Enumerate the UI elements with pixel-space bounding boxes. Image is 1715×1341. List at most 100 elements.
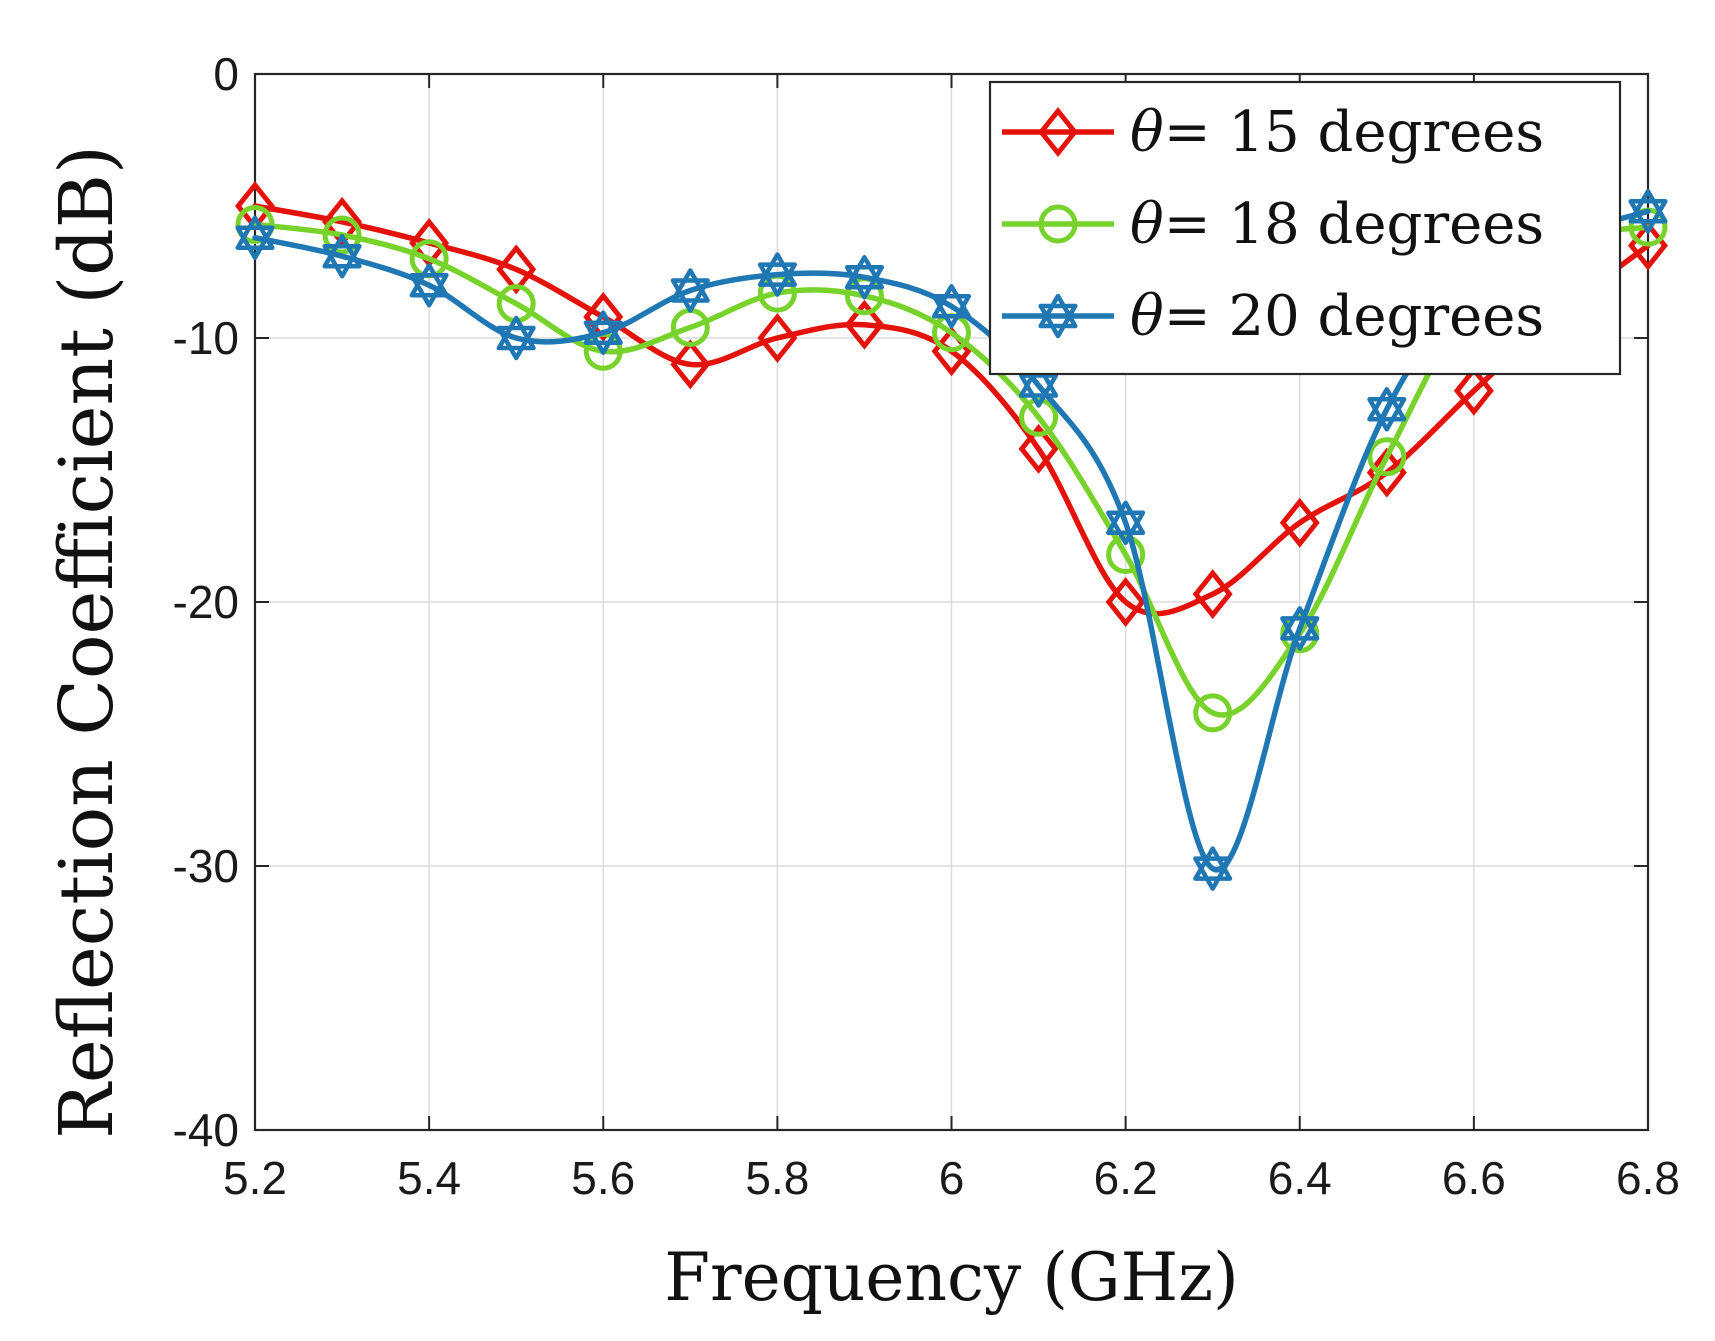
- data-point-tri-down: [235, 225, 275, 260]
- data-point: [1192, 569, 1233, 620]
- y-tick-label: -10: [173, 312, 239, 364]
- data-point: [1019, 397, 1059, 437]
- data-point: [1193, 846, 1233, 891]
- legend-item: θ= 20 degrees: [1002, 284, 1544, 349]
- data-point: [1453, 365, 1494, 416]
- data-point-tri-up: [1018, 363, 1059, 398]
- x-tick-label: 6.6: [1442, 1152, 1506, 1204]
- legend-series-name: = 15 degrees: [1164, 100, 1544, 165]
- data-point-tri-up: [670, 268, 710, 303]
- legend-theta-symbol: θ: [1130, 284, 1164, 349]
- series-line: [252, 221, 1651, 718]
- series-line: [252, 203, 1651, 617]
- data-point: [757, 312, 798, 364]
- y-tick-label: 0: [213, 48, 239, 100]
- legend-marker: [1038, 204, 1078, 244]
- data-point: [931, 284, 972, 329]
- data-point-tri-down: [931, 294, 972, 329]
- x-tick-label: 6.2: [1094, 1152, 1158, 1204]
- legend-theta-symbol: θ: [1130, 192, 1164, 257]
- legend-marker: [1038, 293, 1078, 339]
- data-point-tri-up: [1193, 846, 1233, 881]
- legend-item: θ= 15 degrees: [1002, 100, 1544, 165]
- data-point: [1106, 534, 1146, 574]
- legend-label: θ= 18 degrees: [1130, 192, 1544, 257]
- data-point: [583, 291, 624, 342]
- data-point-tri-up: [322, 233, 362, 269]
- legend-label: θ= 15 degrees: [1130, 100, 1544, 165]
- data-point-tri-down: [1367, 397, 1407, 432]
- data-point-tri-up: [1628, 189, 1668, 224]
- data-point: [322, 215, 362, 255]
- data-point-tri-up: [931, 284, 972, 319]
- legend-marker-tri-up: [1038, 293, 1078, 329]
- legend-item: θ= 18 degrees: [1002, 192, 1544, 257]
- data-point-tri-up: [235, 215, 275, 250]
- data-point: [1018, 423, 1059, 474]
- data-point: [1367, 387, 1407, 432]
- legend-series-name: = 18 degrees: [1164, 192, 1544, 257]
- legend-series-name: = 20 degrees: [1164, 284, 1544, 349]
- data-point-tri-down: [1018, 373, 1059, 408]
- data-point: [844, 255, 885, 300]
- data-point: [1279, 497, 1320, 548]
- x-tick-label: 5.6: [571, 1152, 635, 1204]
- data-point-tri-down: [1628, 199, 1668, 234]
- series-15-degrees: [234, 180, 1669, 628]
- data-point: [496, 315, 536, 361]
- data-point: [670, 339, 711, 390]
- data-point-tri-down: [1280, 616, 1320, 651]
- data-point-tri-up: [844, 255, 885, 290]
- x-tick-label: 5.8: [745, 1152, 809, 1204]
- data-point: [235, 204, 275, 244]
- y-axis-title: Reflection Coefficient (dB): [44, 145, 130, 1139]
- x-tick-label: 6.8: [1616, 1152, 1680, 1204]
- data-point: [670, 268, 710, 313]
- data-point-tri-down: [670, 278, 710, 313]
- data-point: [409, 262, 449, 308]
- data-point: [1367, 437, 1407, 477]
- legend-theta-symbol: θ: [1130, 100, 1164, 165]
- data-point: [322, 196, 363, 247]
- x-tick-label: 5.4: [397, 1152, 461, 1204]
- data-point-tri-down: [409, 272, 449, 308]
- data-point-tri-up: [1280, 606, 1320, 641]
- legend-label: θ= 20 degrees: [1130, 284, 1544, 349]
- tick-labels: 5.2 5.4 5.6 5.8 6 6.2 6.4 6.6 6.8 0 -10 -20 -30 -40: [173, 48, 1680, 1204]
- legend-marker: [1037, 106, 1079, 158]
- data-point-tri-down: [583, 320, 623, 355]
- data-point-tri-up: [1106, 500, 1146, 536]
- legend-marker-tri-down: [1038, 303, 1078, 339]
- data-point-tri-up: [496, 315, 536, 351]
- data-point-tri-down: [322, 243, 362, 279]
- data-point: [844, 299, 885, 350]
- data-point-tri-down: [844, 265, 885, 300]
- data-point-tri-up: [757, 252, 797, 287]
- data-point-tri-up: [1367, 387, 1407, 422]
- data-point: [496, 244, 537, 295]
- data-point-tri-down: [757, 262, 797, 297]
- data-point-tri-up: [583, 310, 623, 345]
- data-point: [1280, 606, 1320, 651]
- data-point: [1193, 693, 1233, 733]
- y-tick-label: -20: [173, 576, 239, 628]
- x-tick-label: 6.4: [1268, 1152, 1332, 1204]
- data-point: [1105, 576, 1146, 628]
- data-point: [757, 252, 797, 297]
- data-point-tri-up: [409, 262, 449, 298]
- data-point-tri-down: [1106, 510, 1146, 546]
- data-point: [322, 233, 362, 279]
- data-point-tri-down: [1193, 856, 1233, 891]
- y-tick-label: -30: [173, 840, 239, 892]
- data-point: [1628, 189, 1668, 234]
- data-point: [1018, 363, 1059, 408]
- x-tick-label: 5.2: [223, 1152, 287, 1204]
- data-point: [1366, 447, 1407, 498]
- x-axis-title: Frequency (GHz): [664, 1239, 1239, 1316]
- data-point-tri-down: [496, 325, 536, 361]
- x-tick-label: 6: [939, 1152, 965, 1204]
- data-point: [235, 215, 275, 260]
